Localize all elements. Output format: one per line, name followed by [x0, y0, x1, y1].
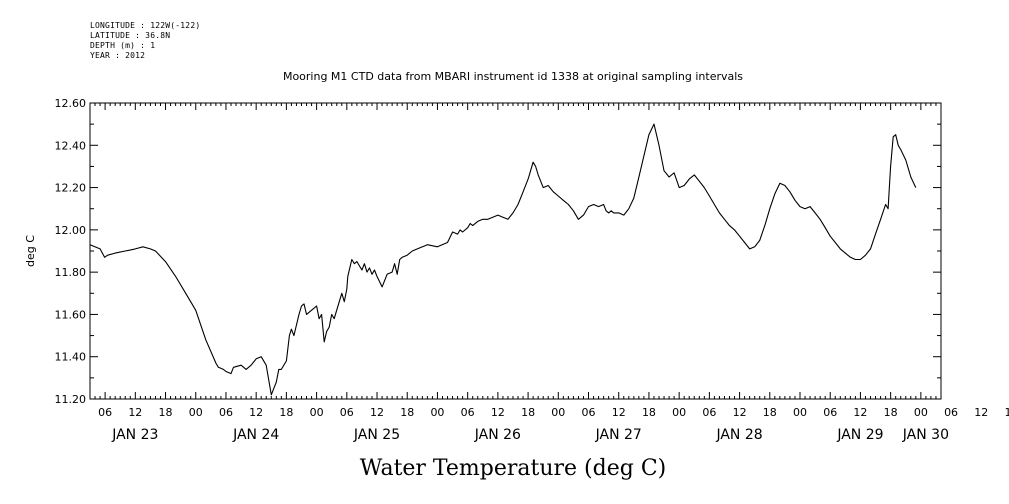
- x-hour-label: 12: [612, 406, 626, 419]
- y-tick-label: 11.60: [55, 308, 87, 321]
- x-hour-label: 00: [672, 406, 686, 419]
- longitude-label: LONGITUDE : 122W(-122): [90, 21, 201, 30]
- y-tick-label: 12.60: [55, 97, 87, 110]
- x-hour-label: 12: [249, 406, 263, 419]
- x-hour-label: 18: [279, 406, 293, 419]
- x-hour-label: 06: [823, 406, 837, 419]
- x-day-label: JAN 26: [474, 427, 521, 443]
- x-hour-label: 12: [370, 406, 384, 419]
- x-day-label: JAN 24: [232, 427, 279, 443]
- x-hour-label: 12: [974, 406, 988, 419]
- y-axis-label: deg C: [24, 235, 37, 267]
- x-hour-label: 06: [582, 406, 596, 419]
- y-axis: 11.20 11.40 11.60 11.80 12.00 12.20 12.40 12.60: [55, 97, 941, 406]
- y-tick-label: 11.20: [55, 393, 87, 406]
- x-hour-label: 12: [491, 406, 505, 419]
- x-axis-label: Water Temperature (deg C): [360, 456, 667, 481]
- y-tick-label: 11.40: [55, 351, 87, 364]
- x-hour-label: 00: [430, 406, 444, 419]
- temperature-series-line: [89, 123, 917, 396]
- x-hour-label: 06: [944, 406, 958, 419]
- x-hour-label: 12: [733, 406, 747, 419]
- x-hour-label: 06: [98, 406, 112, 419]
- year-label: YEAR : 2012: [90, 51, 146, 60]
- x-hour-label: 12: [128, 406, 142, 419]
- y-tick-label: 12.00: [55, 224, 87, 237]
- x-hour-label: 18: [1004, 406, 1009, 419]
- y-tick-label: 12.20: [55, 182, 87, 195]
- x-hour-label: 18: [400, 406, 414, 419]
- latitude-label: LATITUDE : 36.8N: [90, 31, 171, 40]
- series-layer: [89, 123, 917, 396]
- x-hour-label: 00: [793, 406, 807, 419]
- x-day-label: JAN 28: [715, 427, 762, 443]
- y-tick-label: 12.40: [55, 139, 87, 152]
- x-hour-label: 12: [853, 406, 867, 419]
- x-hour-label: 06: [340, 406, 354, 419]
- x-hour-label: 18: [159, 406, 173, 419]
- x-hour-label: 06: [219, 406, 233, 419]
- x-day-label: JAN 23: [111, 427, 158, 443]
- x-hour-label: 00: [310, 406, 324, 419]
- x-hour-label: 18: [521, 406, 535, 419]
- x-day-label: JAN 29: [836, 427, 883, 443]
- chart-title: Mooring M1 CTD data from MBARI instrumen…: [283, 70, 743, 83]
- x-hour-label: 06: [461, 406, 475, 419]
- plot-border: [89, 102, 942, 400]
- x-hour-label: 00: [189, 406, 203, 419]
- y-tick-label: 11.80: [55, 266, 87, 279]
- x-day-label: JAN 30: [902, 427, 949, 443]
- depth-label: DEPTH (m) : 1: [90, 41, 156, 50]
- x-hour-label: 00: [914, 406, 928, 419]
- x-hour-label: 18: [642, 406, 656, 419]
- x-hour-label: 00: [551, 406, 565, 419]
- x-hour-label: 18: [884, 406, 898, 419]
- x-day-label: JAN 27: [595, 427, 642, 443]
- x-day-label: JAN 25: [353, 427, 400, 443]
- plot-frame: [89, 102, 942, 400]
- metadata-block: LONGITUDE : 122W(-122) LATITUDE : 36.8N …: [90, 21, 200, 61]
- x-hour-label: 06: [702, 406, 716, 419]
- x-axis: 06 12 18 00 06 12 18 00 06 12 18 00 06 12 18 00 06 12 18 00…: [89, 103, 1009, 443]
- x-hour-label: 18: [763, 406, 777, 419]
